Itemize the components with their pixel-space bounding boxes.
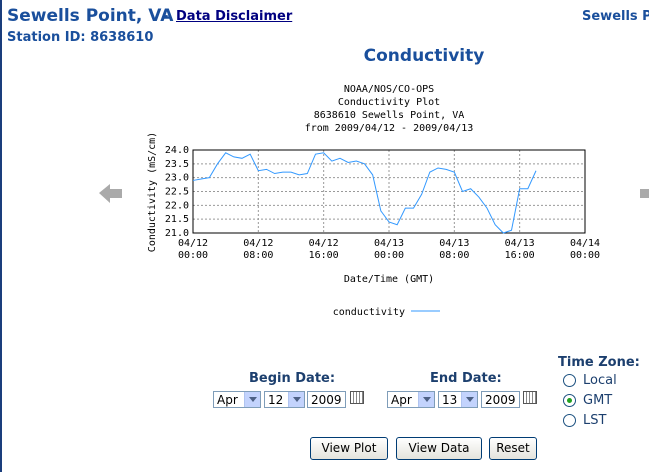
begin-month-text: Apr xyxy=(217,393,238,407)
x-tick-label: 04/12 16:00 xyxy=(308,238,339,261)
timezone-label: Time Zone: xyxy=(558,355,640,370)
station-id: Station ID: 8638610 xyxy=(7,30,154,45)
timezone-radio[interactable] xyxy=(563,414,576,427)
y-tick-label: 23.0 xyxy=(165,173,189,184)
begin-month[interactable]: Apr xyxy=(213,391,261,408)
end-month[interactable]: Apr xyxy=(387,391,435,408)
timezone-option: GMT xyxy=(583,393,613,408)
begin-calendar[interactable] xyxy=(350,391,364,404)
end-day-text: 13 xyxy=(442,393,458,407)
left-border xyxy=(0,0,2,472)
chart-title-line: from 2009/04/12 - 2009/04/13 xyxy=(305,123,474,134)
button[interactable]: View Plot xyxy=(310,437,388,460)
data-line xyxy=(192,152,537,234)
prev-arrow[interactable] xyxy=(99,184,122,203)
x-tick-label: 04/12 00:00 xyxy=(177,238,209,261)
separator: - xyxy=(163,9,169,24)
chart-title-line: 8638610 Sewells Point, VA xyxy=(314,110,465,121)
plot-frame xyxy=(192,149,586,234)
y-axis-label: Conductivity (mS/cm) xyxy=(147,132,158,252)
timezone-radio[interactable] xyxy=(563,394,576,407)
y-tick-label: 22.0 xyxy=(165,200,189,211)
y-tick-label: 22.5 xyxy=(165,187,189,198)
begin-day[interactable]: 12 xyxy=(264,391,305,408)
legend-label: conductivity xyxy=(333,307,405,318)
timezone-option: LST xyxy=(583,413,607,428)
button[interactable]: Reset xyxy=(489,437,537,460)
begin-day-text: 12 xyxy=(268,393,284,407)
timezone-radio[interactable] xyxy=(563,374,576,387)
y-tick-label: 21.0 xyxy=(165,228,189,239)
begin-label: Begin Date: xyxy=(249,371,336,386)
end-year-text: 2009 xyxy=(485,393,516,407)
x-tick-label: 04/12 08:00 xyxy=(243,238,274,261)
x-tick-label: 04/13 00:00 xyxy=(373,238,405,261)
end-month-text: Apr xyxy=(391,393,412,407)
disclaimer-link[interactable]: Data Disclaimer xyxy=(176,9,293,24)
right-title: Sewells P xyxy=(582,9,649,24)
end-day[interactable]: 13 xyxy=(438,391,478,408)
page-heading: Conductivity xyxy=(363,46,485,66)
x-tick-label: 04/14 00:00 xyxy=(569,238,601,261)
end-label: End Date: xyxy=(430,371,502,386)
timezone-option: Local xyxy=(583,373,617,388)
x-tick-label: 04/13 16:00 xyxy=(504,238,535,261)
begin-year[interactable]: 2009 xyxy=(307,391,346,408)
y-tick-label: 23.5 xyxy=(165,159,189,170)
x-tick-label: 04/13 08:00 xyxy=(439,238,470,261)
y-tick-label: 24.0 xyxy=(165,145,189,156)
end-year[interactable]: 2009 xyxy=(481,391,520,408)
x-axis-label: Date/Time (GMT) xyxy=(344,274,434,285)
next-arrow[interactable] xyxy=(640,189,649,198)
chart-title-line: NOAA/NOS/CO-OPS xyxy=(344,84,434,95)
chart-title-line: Conductivity Plot xyxy=(338,97,440,108)
begin-year-text: 2009 xyxy=(311,393,342,407)
button[interactable]: View Data xyxy=(396,437,482,460)
y-tick-label: 21.5 xyxy=(165,214,189,225)
end-calendar[interactable] xyxy=(523,391,537,404)
station-name: Sewells Point, VA xyxy=(7,6,174,26)
